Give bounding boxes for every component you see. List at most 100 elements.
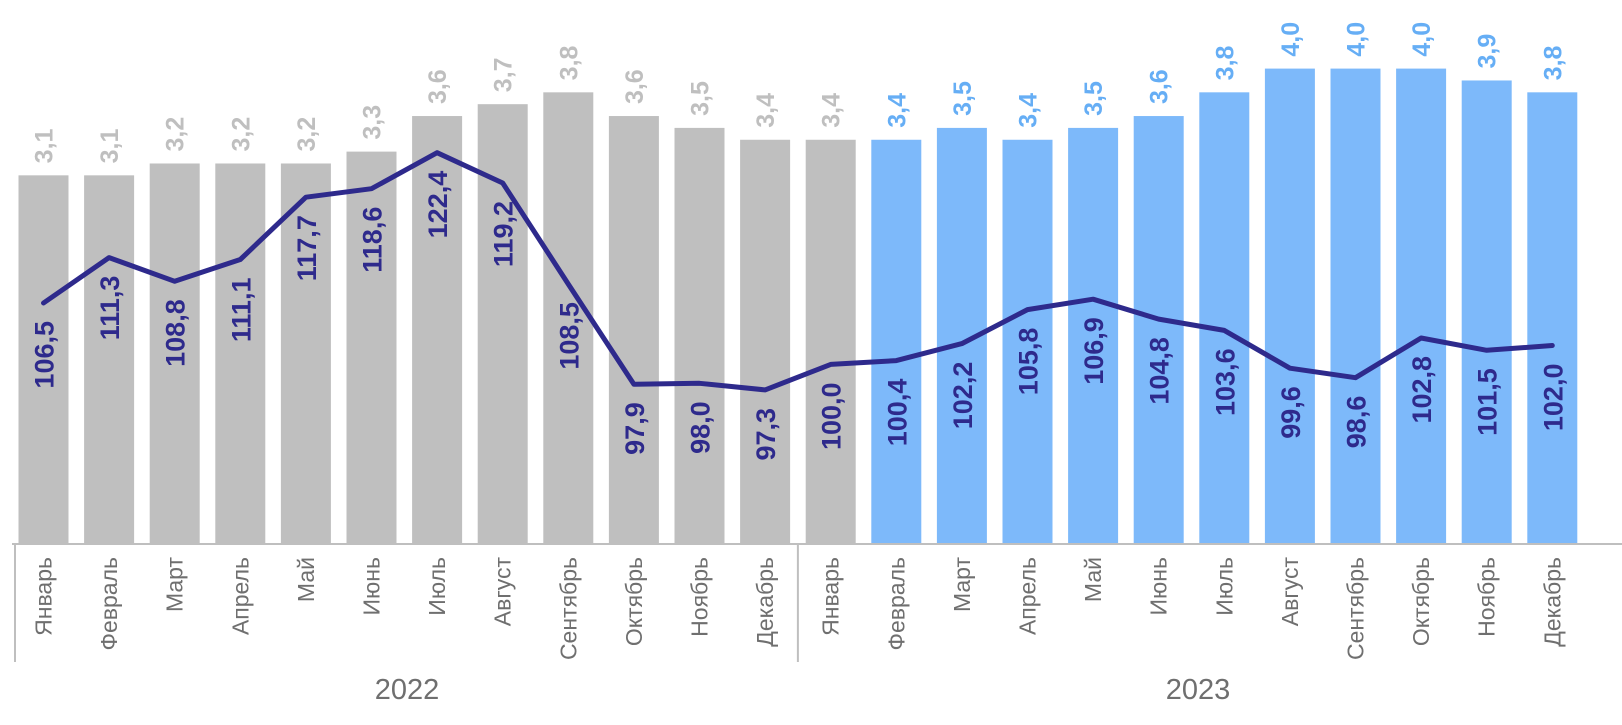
bar-value-label: 3,5	[1080, 81, 1108, 116]
bar-value-label: 3,4	[883, 93, 911, 128]
x-axis	[12, 543, 1622, 662]
category-label: Июль	[1211, 557, 1237, 616]
category-label: Январь	[818, 557, 844, 636]
bar-value-label: 4,0	[1277, 22, 1305, 57]
bar	[674, 127, 725, 544]
line-path	[41, 150, 1555, 393]
category-label: Апрель	[1015, 557, 1041, 635]
category-label: Декабрь	[1539, 557, 1565, 647]
line-value-label: 108,5	[554, 302, 584, 370]
category-label: Сентябрь	[1343, 557, 1369, 660]
bar	[805, 139, 856, 543]
bar	[346, 151, 397, 543]
line-value-label: 117,7	[292, 215, 322, 281]
line-value-label: 108,8	[161, 299, 191, 367]
line-value-label: 105,8	[1014, 328, 1044, 396]
line-value-label: 106,9	[1079, 317, 1109, 385]
bar-value-label: 3,3	[359, 105, 387, 140]
bar	[1264, 68, 1315, 543]
category-label: Июнь	[1146, 557, 1172, 615]
line-value-label: 102,0	[1538, 364, 1568, 432]
line-value-label: 106,5	[30, 321, 60, 389]
line-value-label: 100,4	[882, 379, 912, 447]
bar-value-label: 3,7	[490, 57, 518, 92]
category-label: Сентябрь	[555, 557, 581, 660]
bar-value-label: 3,8	[555, 45, 583, 80]
bar	[1068, 127, 1119, 544]
category-label: Март	[162, 557, 188, 612]
bar-value-label: 3,2	[293, 117, 321, 152]
line-value-label: 99,6	[1276, 386, 1306, 439]
year-label: 2023	[1166, 674, 1231, 706]
category-label: Октябрь	[621, 557, 647, 646]
line-value-label: 98,6	[1342, 396, 1372, 449]
bar	[1199, 92, 1250, 543]
line-value-label: 118,6	[358, 207, 388, 273]
category-label: Ноябрь	[687, 557, 713, 637]
bar-value-label: 3,6	[424, 69, 452, 104]
line-value-label: 104,8	[1145, 337, 1175, 405]
line-series	[41, 150, 1555, 393]
category-label: Май	[1080, 557, 1106, 602]
line-value-label: 103,6	[1210, 348, 1240, 416]
line-value-label: 111,1	[226, 278, 256, 343]
bar	[215, 163, 266, 544]
bar-value-label: 3,4	[1015, 93, 1043, 128]
line-value-label: 100,0	[817, 382, 847, 450]
bar	[84, 175, 135, 543]
category-label: Май	[293, 557, 319, 602]
bar-value-label: 3,8	[1211, 45, 1239, 80]
bar	[608, 116, 659, 543]
bar	[1396, 68, 1447, 543]
bar-value-label: 3,1	[96, 128, 124, 163]
line-value-label: 102,2	[948, 362, 978, 430]
year-labels: 2022 2023	[375, 674, 1231, 706]
line-value-label: 111,3	[95, 276, 125, 341]
category-label: Июнь	[359, 557, 385, 615]
category-label: Февраль	[96, 557, 122, 650]
bar-value-label: 3,5	[687, 81, 715, 116]
category-labels: Январь Февраль Март Апрель Май Июнь Июль Август…	[31, 557, 1566, 661]
bar-value-label: 4,0	[1343, 22, 1371, 57]
bar-value-label: 3,9	[1474, 34, 1502, 69]
line-value-label: 97,3	[751, 408, 781, 461]
bar-value-label: 3,4	[818, 93, 846, 128]
bar	[149, 163, 200, 544]
bar	[1133, 116, 1184, 543]
category-label: Апрель	[227, 557, 253, 635]
category-label: Август	[490, 557, 516, 627]
bar-value-label: 3,1	[31, 128, 59, 163]
bar	[1002, 139, 1053, 543]
year-label: 2022	[375, 674, 440, 706]
bar	[543, 92, 594, 543]
line-value-label: 98,0	[686, 401, 716, 454]
bar	[740, 139, 791, 543]
category-label: Декабрь	[752, 557, 778, 647]
bar-value-label: 3,5	[949, 81, 977, 116]
bar	[1330, 68, 1381, 543]
line-value-label: 102,8	[1407, 356, 1437, 424]
bar-value-label: 3,2	[227, 117, 255, 152]
bar-value-label: 3,4	[752, 93, 780, 128]
bar	[1461, 80, 1512, 544]
line-value-label: 122,4	[423, 171, 453, 239]
bar-value-label: 3,8	[1539, 45, 1567, 80]
category-label: Июль	[424, 557, 450, 616]
bar-value-labels: 3,1 3,1 3,2 3,2 3,2 3,3 3,6 3,7 3,8 3,6 3,5 3,4 3,4 3…	[31, 22, 1568, 164]
bar	[280, 163, 331, 544]
bar	[477, 104, 528, 544]
line-value-label: 119,2	[489, 201, 519, 267]
bar-series	[18, 68, 1578, 544]
category-label: Февраль	[883, 557, 909, 650]
category-label: Август	[1277, 557, 1303, 627]
bar	[18, 175, 69, 543]
line-value-label: 97,9	[620, 402, 650, 455]
bar	[1527, 92, 1578, 543]
bar-value-label: 3,6	[621, 69, 649, 104]
category-label: Ноябрь	[1474, 557, 1500, 637]
category-label: Март	[949, 557, 975, 612]
line-value-label: 101,5	[1473, 368, 1503, 436]
bar	[871, 139, 922, 543]
bar-value-label: 3,6	[1146, 69, 1174, 104]
